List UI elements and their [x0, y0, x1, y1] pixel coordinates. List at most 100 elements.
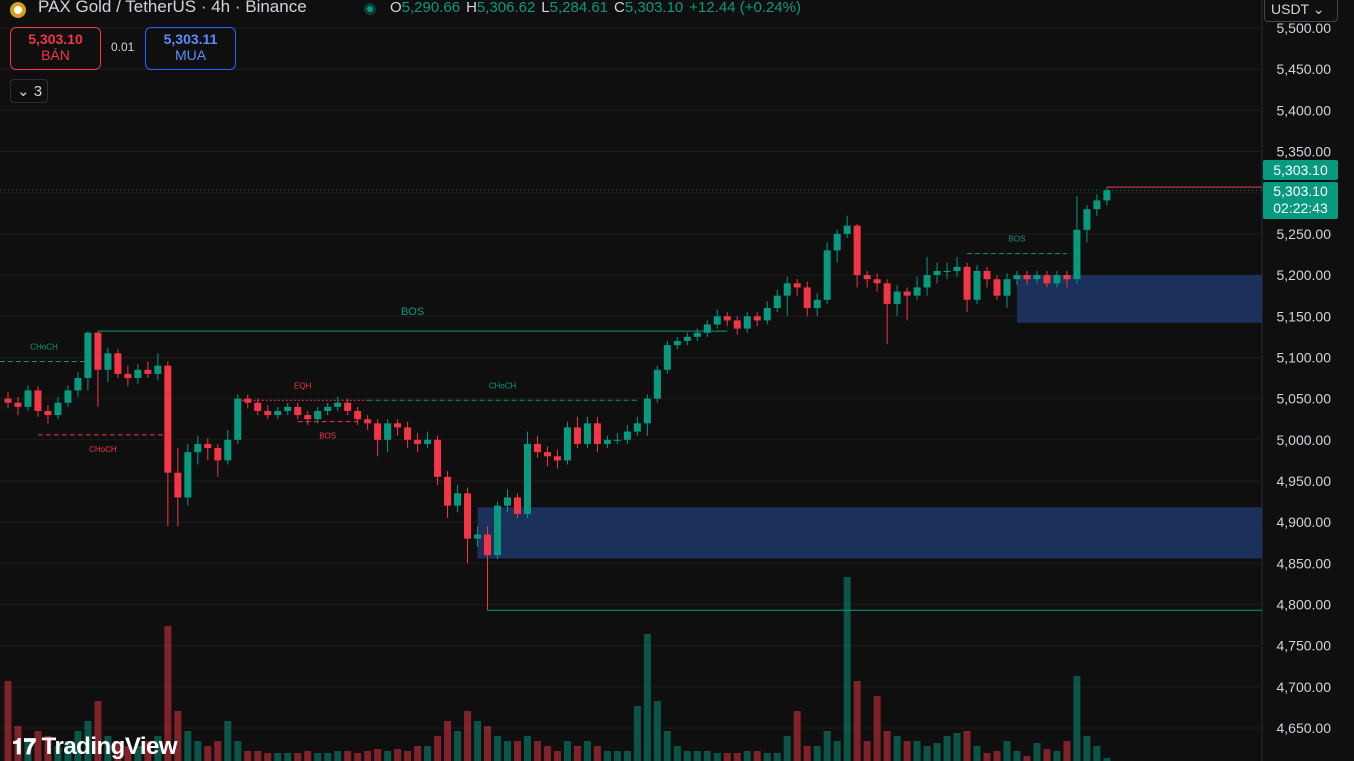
candle-body — [693, 332, 701, 337]
volume-bar — [1083, 736, 1091, 761]
order-block — [477, 507, 1262, 559]
candle-body — [593, 423, 601, 444]
candle-body — [603, 439, 611, 444]
buy-button[interactable]: 5,303.11 MUA — [145, 27, 236, 70]
volume-bar — [504, 741, 511, 761]
symbol-icon — [10, 2, 26, 18]
candle-body — [833, 233, 841, 251]
spread: 0.01 — [111, 40, 135, 54]
volume-bar — [513, 741, 521, 761]
candle-body — [264, 410, 272, 416]
candle-body — [184, 452, 192, 498]
volume-bar — [703, 751, 711, 761]
candle-body — [354, 410, 362, 420]
candle-body — [783, 283, 791, 296]
indicators-toggle[interactable]: ⌄ 3 — [10, 79, 48, 103]
volume-bar — [184, 731, 192, 761]
candle-body — [104, 353, 112, 370]
candle-body — [523, 443, 531, 514]
candle-body — [94, 332, 102, 370]
candle-body — [793, 283, 801, 288]
sell-button[interactable]: 5,303.10 BÁN — [10, 27, 101, 70]
candle-body — [703, 324, 711, 333]
candle-body — [84, 332, 92, 379]
volume-bar — [204, 746, 212, 761]
candle-body — [903, 291, 911, 296]
volume-bar — [44, 736, 52, 761]
candle-body — [643, 398, 651, 424]
candle-body — [14, 402, 22, 407]
y-tick-label: 5,250.00 — [1277, 226, 1332, 242]
candle-body — [204, 443, 212, 449]
volume-bar — [873, 696, 881, 761]
legend-change: +12.44 (+0.24%) — [689, 0, 802, 16]
candle-body — [34, 390, 42, 411]
candle-body — [553, 456, 561, 461]
volume-bar — [613, 751, 621, 761]
candle-body — [533, 443, 541, 453]
candle-body — [44, 410, 52, 416]
candle-body — [404, 427, 412, 440]
volume-bar — [1033, 743, 1041, 761]
volume-bar — [963, 731, 971, 761]
countdown: 02:22:43 — [1273, 200, 1328, 216]
candle-body — [54, 402, 62, 416]
candle-body — [1103, 190, 1111, 201]
volume-bar — [4, 681, 12, 761]
volume-bar — [84, 721, 92, 761]
volume-bar — [933, 743, 941, 761]
volume-bar — [593, 746, 601, 761]
volume-bar — [254, 751, 262, 761]
candle-body — [454, 493, 462, 506]
candle-body — [883, 283, 891, 304]
candle-body — [723, 316, 731, 321]
volume-bar — [533, 741, 541, 761]
volume-bar — [394, 749, 402, 761]
volume-bar — [284, 753, 292, 761]
ohlc-legend: O5,290.66 H5,306.62 L5,284.61 C5,303.10 +12.… — [390, 0, 807, 16]
volume-bar — [693, 751, 701, 761]
candle-body — [344, 402, 352, 411]
candle-body — [563, 427, 571, 461]
candle-body — [853, 225, 861, 276]
candle-body — [743, 316, 751, 329]
volume-bar — [943, 736, 951, 761]
volume-bar — [883, 731, 891, 761]
buy-label: MUA — [174, 47, 207, 63]
volume-bar — [653, 701, 661, 761]
y-tick-label: 4,650.00 — [1277, 720, 1332, 736]
candle-body — [254, 402, 262, 411]
volume-bar — [573, 746, 581, 761]
candle-body — [324, 406, 332, 411]
volume-bar — [723, 753, 731, 761]
volume-bar — [623, 751, 631, 761]
volume-bar — [104, 736, 112, 761]
candle-body — [474, 534, 482, 539]
currency-select[interactable]: USDT ⌄ — [1264, 0, 1338, 22]
volume-bar — [474, 721, 482, 761]
volume-bar — [154, 736, 162, 761]
candle-body — [933, 270, 941, 276]
y-tick-label: 5,500.00 — [1277, 20, 1332, 36]
volume-bar — [663, 731, 671, 761]
candle-body — [913, 287, 921, 296]
candle-body — [414, 439, 422, 444]
volume-bar — [434, 736, 442, 761]
volume-bar — [523, 736, 531, 761]
y-tick-label: 5,200.00 — [1277, 267, 1332, 283]
volume-bar — [733, 753, 741, 761]
last-price: 5,303.10 — [1273, 183, 1328, 199]
candle-body — [1073, 229, 1081, 280]
volume-bar — [833, 741, 841, 761]
candle-body — [613, 439, 621, 441]
candle-body — [1033, 275, 1041, 280]
y-tick-label: 5,100.00 — [1277, 349, 1332, 365]
candle-body — [194, 443, 202, 453]
candle-body — [214, 448, 222, 461]
volume-bar — [224, 721, 232, 761]
volume-bar — [673, 746, 681, 761]
structure-label: CHoCH — [489, 381, 517, 390]
volume-bar — [1043, 749, 1051, 761]
volume-bar — [14, 726, 22, 761]
